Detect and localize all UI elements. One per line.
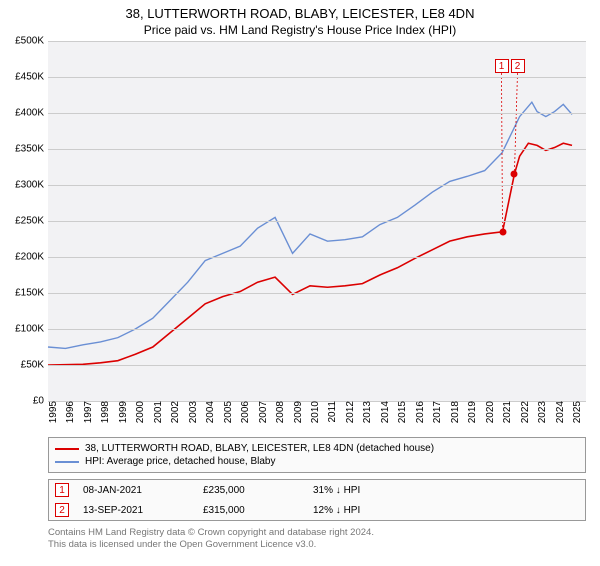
sale-price: £235,000: [203, 485, 303, 496]
ytick-label: £250K: [15, 216, 48, 227]
ytick-label: £350K: [15, 144, 48, 155]
row-marker-cell: 1: [55, 483, 73, 497]
xtick-label: 2013: [358, 401, 373, 423]
row-marker-cell: 2: [55, 503, 73, 517]
xtick-label: 1999: [114, 401, 129, 423]
gridline: [48, 257, 586, 258]
chart-container: 38, LUTTERWORTH ROAD, BLABY, LEICESTER, …: [0, 6, 600, 566]
xtick-label: 2000: [131, 401, 146, 423]
ytick-label: £150K: [15, 288, 48, 299]
xtick-label: 2021: [498, 401, 513, 423]
sale-vs-hpi: 31% ↓ HPI: [313, 485, 433, 496]
gridline: [48, 221, 586, 222]
chart-subtitle: Price paid vs. HM Land Registry's House …: [0, 23, 600, 37]
xtick-label: 1997: [79, 401, 94, 423]
ytick-label: £400K: [15, 108, 48, 119]
gridline: [48, 185, 586, 186]
xtick-label: 2014: [376, 401, 391, 423]
gridline: [48, 365, 586, 366]
xtick-label: 2017: [428, 401, 443, 423]
xtick-label: 2001: [149, 401, 164, 423]
gridline: [48, 41, 586, 42]
sale-date: 08-JAN-2021: [83, 485, 193, 496]
legend: 38, LUTTERWORTH ROAD, BLABY, LEICESTER, …: [48, 437, 586, 473]
footer: Contains HM Land Registry data © Crown c…: [48, 527, 586, 552]
sale-dot: [511, 171, 518, 178]
series-line-hpi: [48, 102, 572, 348]
sale-date: 13-SEP-2021: [83, 505, 193, 516]
xtick-label: 2020: [481, 401, 496, 423]
xtick-label: 2004: [201, 401, 216, 423]
ytick-label: £300K: [15, 180, 48, 191]
xtick-label: 2016: [411, 401, 426, 423]
xtick-label: 1995: [44, 401, 59, 423]
gridline: [48, 113, 586, 114]
sales-table: 1 08-JAN-2021 £235,000 31% ↓ HPI 2 13-SE…: [48, 479, 586, 521]
legend-label: 38, LUTTERWORTH ROAD, BLABY, LEICESTER, …: [85, 443, 434, 454]
gridline: [48, 293, 586, 294]
xtick-label: 2018: [446, 401, 461, 423]
legend-swatch: [55, 461, 79, 463]
footer-line: Contains HM Land Registry data © Crown c…: [48, 527, 586, 539]
legend-label: HPI: Average price, detached house, Blab…: [85, 456, 276, 467]
marker-badge: 2: [55, 503, 69, 517]
xtick-label: 2002: [166, 401, 181, 423]
series-line-price_paid: [48, 143, 572, 365]
xtick-label: 1998: [96, 401, 111, 423]
xtick-label: 2015: [393, 401, 408, 423]
xtick-label: 2012: [341, 401, 356, 423]
sale-dot: [499, 228, 506, 235]
xtick-label: 2011: [323, 401, 338, 423]
xtick-label: 2008: [271, 401, 286, 423]
xtick-label: 2024: [551, 401, 566, 423]
chart-title: 38, LUTTERWORTH ROAD, BLABY, LEICESTER, …: [0, 6, 600, 21]
xtick-label: 2007: [254, 401, 269, 423]
xtick-label: 2022: [516, 401, 531, 423]
xtick-label: 2025: [568, 401, 583, 423]
sale-vs-hpi: 12% ↓ HPI: [313, 505, 433, 516]
legend-item: 38, LUTTERWORTH ROAD, BLABY, LEICESTER, …: [55, 442, 579, 455]
marker-badge: 2: [511, 59, 525, 73]
xtick-label: 2003: [184, 401, 199, 423]
xtick-label: 1996: [61, 401, 76, 423]
xtick-label: 2006: [236, 401, 251, 423]
sale-price: £315,000: [203, 505, 303, 516]
table-row: 2 13-SEP-2021 £315,000 12% ↓ HPI: [49, 500, 585, 520]
gridline: [48, 329, 586, 330]
ytick-label: £200K: [15, 252, 48, 263]
gridline: [48, 149, 586, 150]
xtick-label: 2019: [463, 401, 478, 423]
xtick-label: 2005: [219, 401, 234, 423]
footer-line: This data is licensed under the Open Gov…: [48, 539, 586, 551]
ytick-label: £50K: [21, 360, 48, 371]
marker-badge: 1: [495, 59, 509, 73]
xtick-label: 2009: [289, 401, 304, 423]
legend-item: HPI: Average price, detached house, Blab…: [55, 455, 579, 468]
xtick-label: 2010: [306, 401, 321, 423]
plot-area: £0£50K£100K£150K£200K£250K£300K£350K£400…: [48, 41, 586, 401]
ytick-label: £500K: [15, 36, 48, 47]
gridline: [48, 77, 586, 78]
legend-swatch: [55, 448, 79, 450]
marker-badge: 1: [55, 483, 69, 497]
table-row: 1 08-JAN-2021 £235,000 31% ↓ HPI: [49, 480, 585, 500]
ytick-label: £450K: [15, 72, 48, 83]
ytick-label: £100K: [15, 324, 48, 335]
xtick-label: 2023: [533, 401, 548, 423]
